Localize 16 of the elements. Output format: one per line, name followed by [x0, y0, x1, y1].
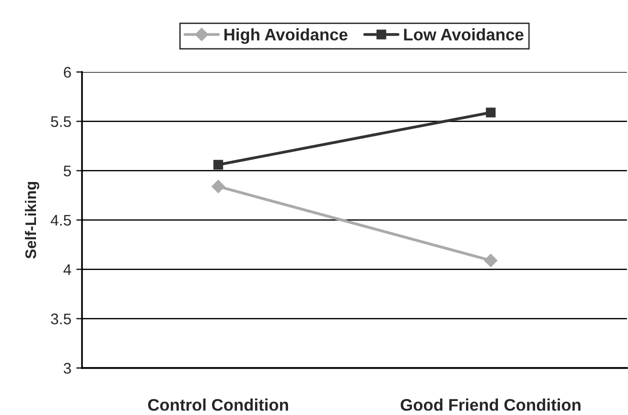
y-axis-title: Self-Liking	[24, 182, 40, 259]
x-tick-label: Good Friend Condition	[400, 398, 580, 411]
legend-label: Low Avoidance	[404, 28, 524, 40]
y-tick-label: 5	[64, 166, 71, 176]
y-tick-label: 3	[64, 362, 71, 374]
x-tick-label: Control Condition	[148, 398, 288, 411]
point	[212, 180, 225, 194]
y-tick-label: 4	[63, 264, 72, 275]
legend-label: High Avoidance	[224, 28, 348, 44]
y-tick-label: 6	[64, 66, 71, 78]
y-tick-label: 5.5	[50, 116, 71, 128]
point	[486, 108, 496, 118]
point	[484, 254, 498, 268]
y-tick-label: 3.5	[50, 314, 71, 324]
y-tick-label: 4.5	[50, 215, 71, 226]
point	[213, 160, 224, 170]
